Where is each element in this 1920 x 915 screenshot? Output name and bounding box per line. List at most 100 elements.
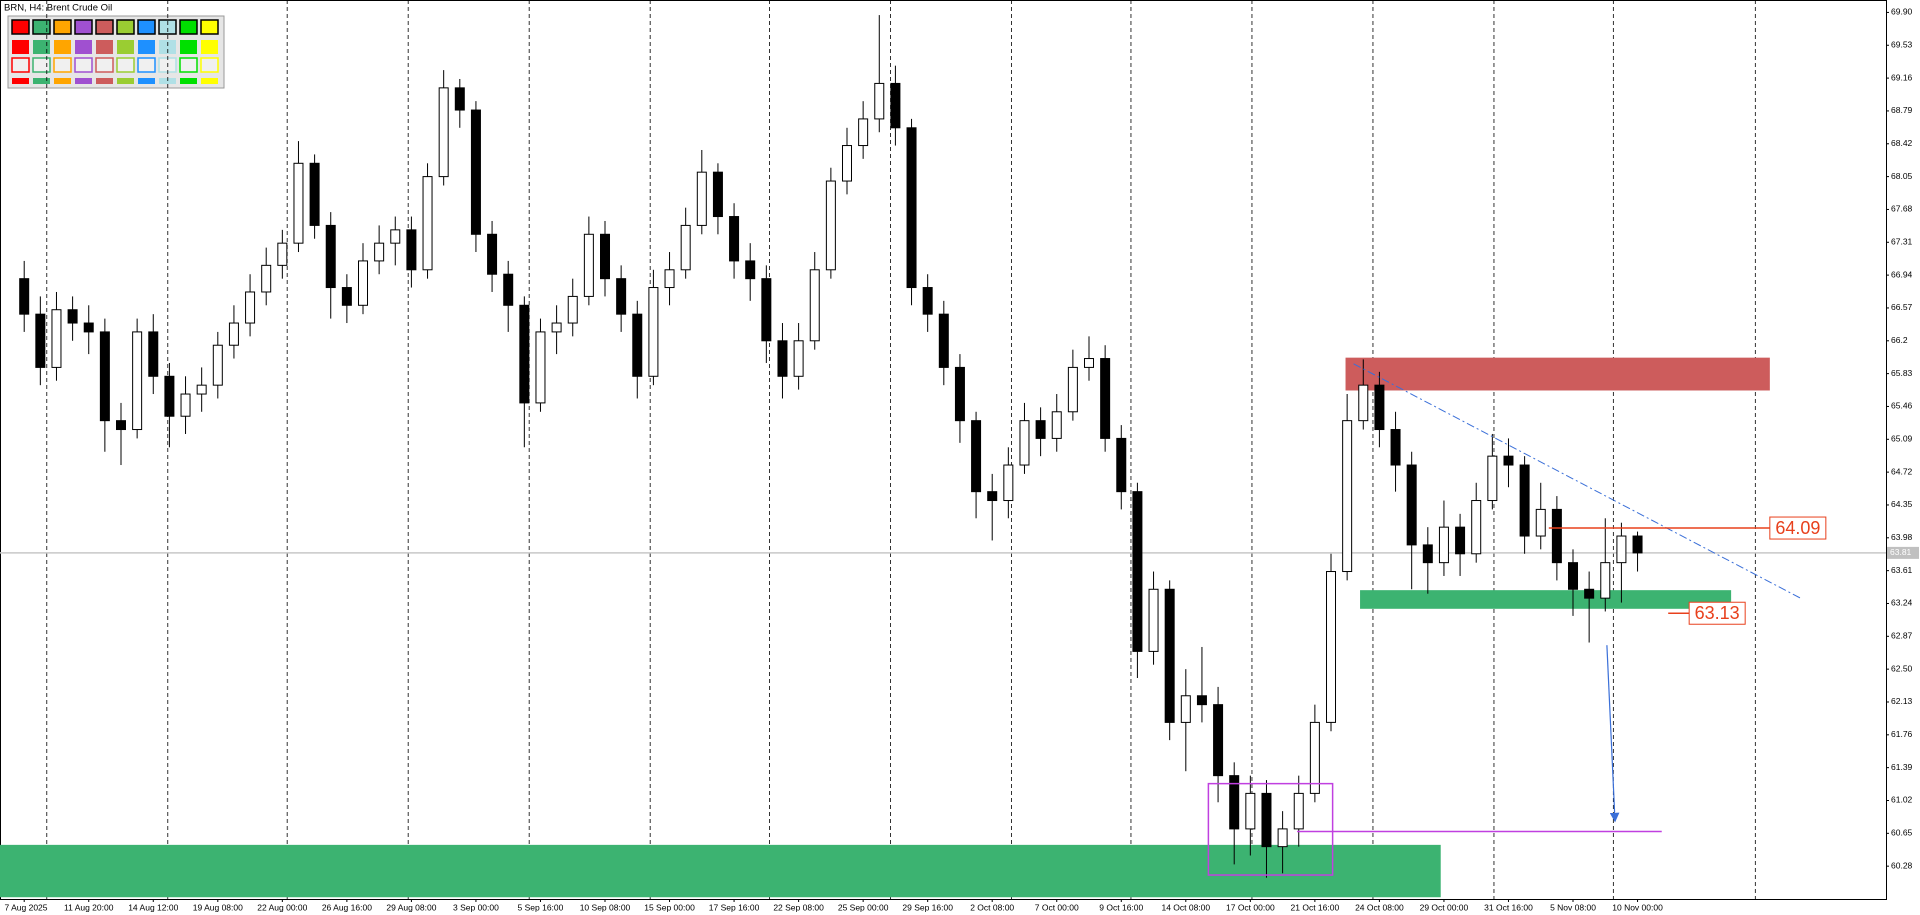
candle-body (358, 260, 369, 306)
candle-body (600, 233, 611, 280)
candle-body (503, 273, 514, 306)
y-tick-label: 63.24 (1891, 598, 1913, 608)
trendline (1353, 363, 1801, 599)
swatch-light (137, 57, 156, 73)
swatch-line (201, 78, 218, 84)
candle-body (842, 145, 853, 182)
y-tick-label: 62.50 (1891, 663, 1913, 673)
swatch-main (116, 19, 135, 35)
candle-body (519, 304, 530, 404)
candle-body (1438, 526, 1449, 564)
candle-body (1003, 464, 1014, 502)
candle-body (228, 322, 239, 346)
candle-body (1471, 500, 1482, 555)
candle-body (1132, 491, 1143, 652)
candle-body (1584, 588, 1595, 599)
swatch-light (74, 57, 93, 73)
y-tick-label: 61.02 (1891, 795, 1913, 805)
candle-body (1326, 571, 1337, 723)
x-tick-label: 25 Sep 00:00 (838, 902, 889, 912)
swatch-line (96, 78, 113, 84)
x-tick-label: 7 Oct 00:00 (1035, 902, 1079, 912)
candle-body (1100, 358, 1111, 439)
candle-body (858, 118, 869, 147)
candle-body (890, 82, 901, 129)
swatch-main (137, 19, 156, 35)
candle-body (212, 344, 223, 386)
y-tick-label: 64.72 (1891, 466, 1913, 476)
candle-body (1600, 562, 1611, 599)
x-tick-label: 14 Oct 08:00 (1161, 902, 1210, 912)
y-tick-label: 65.09 (1891, 434, 1913, 444)
candle-body (374, 242, 385, 262)
x-tick-label: 19 Aug 08:00 (193, 902, 243, 912)
swatch-fill (12, 40, 29, 54)
x-tick-label: 14 Aug 12:00 (128, 902, 178, 912)
y-tick-label: 62.87 (1891, 631, 1913, 641)
swatch-fill (138, 40, 155, 54)
candle-body (164, 375, 175, 417)
candle-body (1616, 535, 1627, 564)
level-label: 64.09 (1775, 518, 1820, 538)
x-tick-label: 22 Aug 00:00 (257, 902, 307, 912)
x-tick-label: 7 Aug 2025 (4, 902, 47, 912)
swatch-main (74, 19, 93, 35)
candle-body (1148, 588, 1159, 652)
candle-body (551, 322, 562, 333)
candle-body (680, 224, 691, 271)
candle-body (1487, 455, 1498, 502)
x-tick-label: 24 Oct 08:00 (1355, 902, 1404, 912)
x-tick-label: 11 Aug 20:00 (64, 902, 114, 912)
candle-body (1019, 420, 1030, 466)
candle-body (1051, 411, 1062, 439)
swatch-fill (159, 40, 176, 54)
candle-body (1164, 588, 1175, 723)
candle-body (196, 384, 207, 395)
y-tick-label: 68.79 (1891, 105, 1913, 115)
y-tick-label: 64.35 (1891, 499, 1913, 509)
swatch-line (180, 78, 197, 84)
candle-body (777, 340, 788, 377)
x-tick-label: 10 Sep 08:00 (580, 902, 631, 912)
candle-body (132, 331, 143, 431)
candle-body (99, 331, 110, 422)
candle-body (309, 162, 320, 226)
zone (1360, 590, 1732, 609)
y-tick-label: 63.98 (1891, 532, 1913, 542)
candle-body (67, 309, 78, 324)
candle-body (487, 233, 498, 275)
x-tick-label: 21 Oct 16:00 (1291, 902, 1340, 912)
level-label-box (1769, 516, 1827, 540)
candle-body (971, 420, 982, 493)
candle-body (341, 287, 352, 306)
candle-body (1632, 535, 1643, 554)
candle-body (729, 216, 740, 262)
swatch-light (95, 57, 114, 73)
swatch-main (158, 19, 177, 35)
swatch-fill (75, 40, 92, 54)
swatch-main (95, 19, 114, 35)
color-toolbox[interactable] (7, 15, 225, 89)
candle-body (1390, 429, 1401, 466)
swatch-line (12, 78, 29, 84)
y-tick-label: 63.61 (1891, 565, 1913, 575)
swatch-fill (201, 40, 218, 54)
swatch-fill (54, 40, 71, 54)
candle-body (470, 109, 481, 235)
y-tick-label: 65.83 (1891, 368, 1913, 378)
candle-body (664, 269, 675, 289)
candle-body (1035, 420, 1046, 439)
x-tick-label: 2 Oct 08:00 (970, 902, 1014, 912)
candle-body (809, 269, 820, 342)
swatch-line (33, 78, 50, 84)
y-tick-label: 66.57 (1891, 302, 1913, 312)
candle-body (1519, 464, 1530, 537)
candle-body (1084, 358, 1095, 368)
swatch-light (200, 57, 219, 73)
candle-body (1406, 464, 1417, 546)
candle-body (1229, 775, 1240, 830)
candle-body (245, 291, 256, 324)
candle-body (1213, 704, 1224, 777)
candle-body (1116, 437, 1127, 493)
